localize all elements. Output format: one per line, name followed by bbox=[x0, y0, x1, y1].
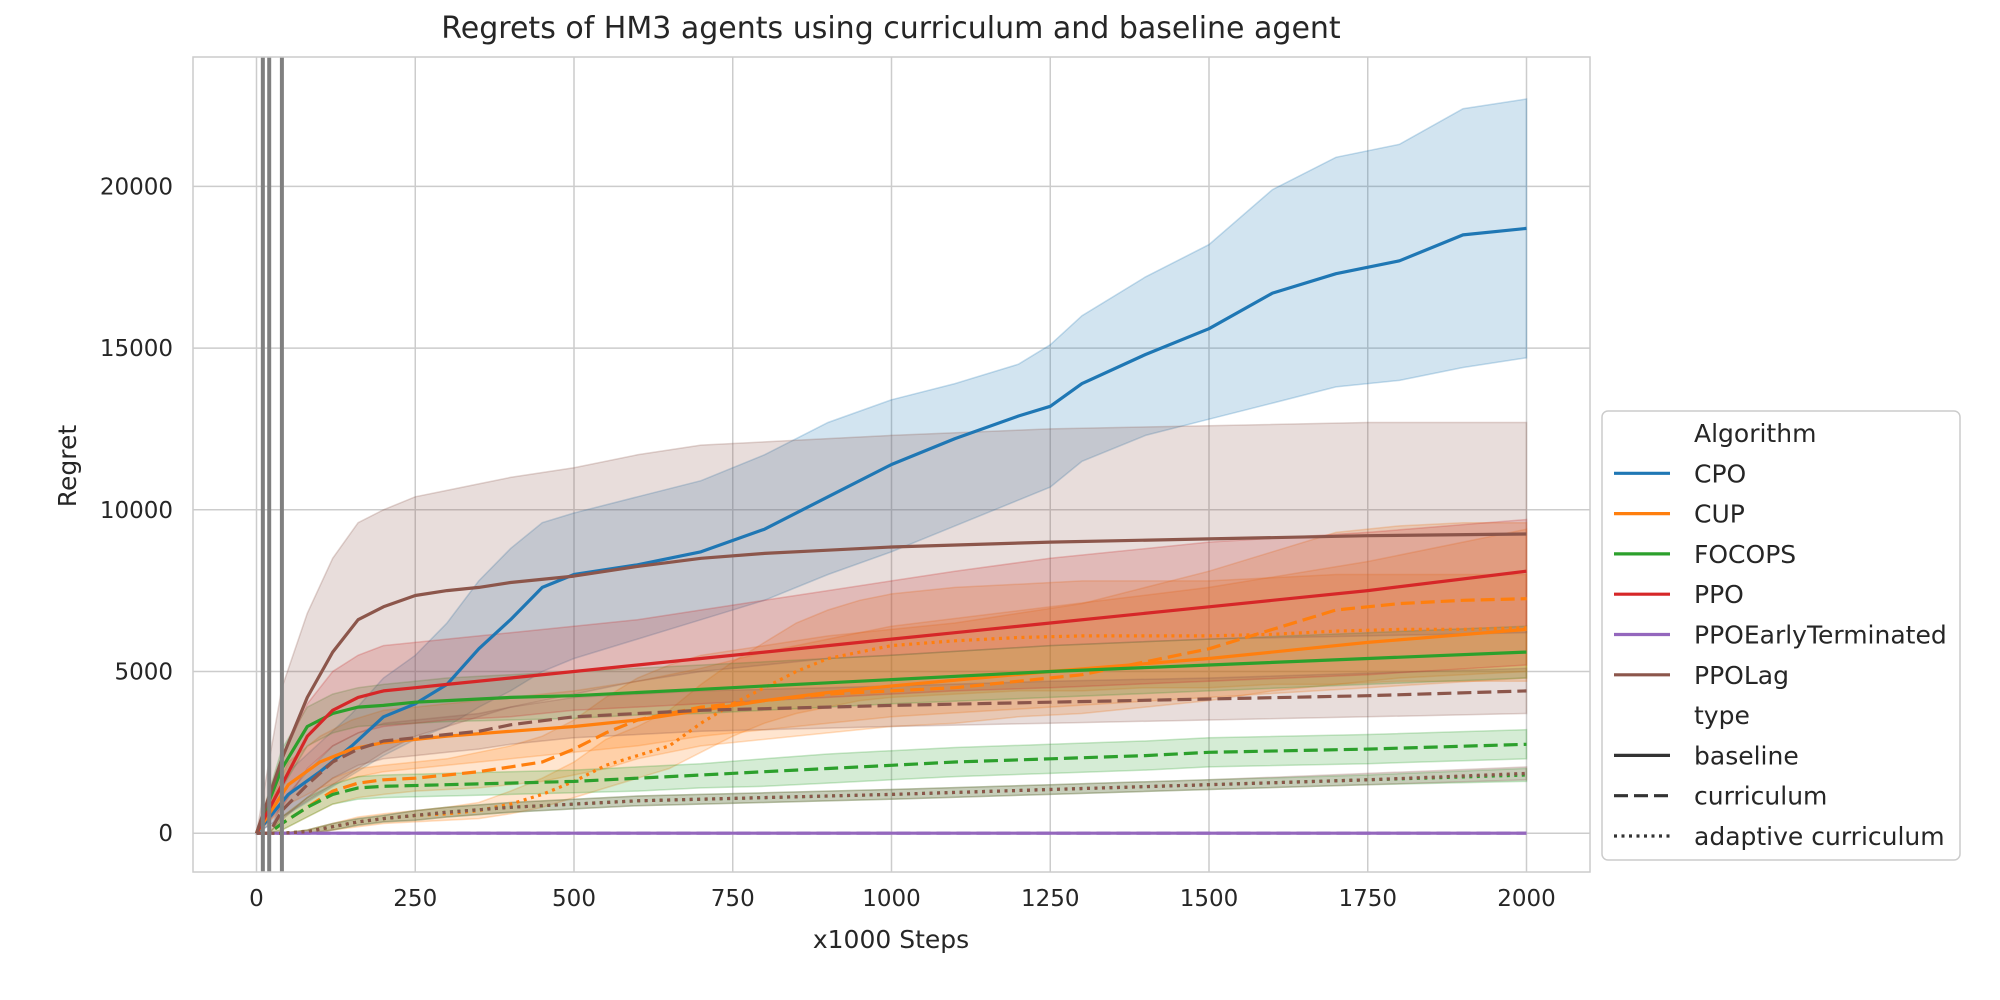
line-ppo-baseline bbox=[255, 569, 1527, 834]
legend-label: FOCOPS bbox=[1694, 540, 1796, 569]
x-tick-label: 2000 bbox=[1497, 886, 1556, 912]
plot-area-frame bbox=[192, 56, 1591, 873]
x-tick-label: 250 bbox=[393, 886, 437, 912]
vertical-markers bbox=[260, 57, 284, 872]
x-tick-label: 1000 bbox=[862, 886, 921, 912]
legend-group-title: Algorithm bbox=[1694, 419, 1816, 448]
y-tick-label: 5000 bbox=[114, 659, 173, 685]
legend-label: PPOLag bbox=[1694, 661, 1789, 690]
band-focops-curriculum bbox=[256, 728, 1528, 834]
legend-frame bbox=[1601, 410, 1961, 861]
band-cup-curriculum bbox=[256, 521, 1528, 834]
legend-items: Algorithm CPO CUP FOCOPS PPO PPOEarlyTerminat… bbox=[1614, 419, 1947, 851]
x-tick-label: 1750 bbox=[1338, 886, 1397, 912]
line-focops-baseline bbox=[255, 650, 1527, 834]
line-cup-curriculum bbox=[256, 597, 1527, 835]
legend-label: CUP bbox=[1694, 500, 1745, 529]
line-ppolag-adaptive-curriculum bbox=[256, 771, 1527, 835]
y-tick-label: 10000 bbox=[100, 498, 173, 524]
band-ppolag-baseline bbox=[255, 421, 1528, 835]
x-tick-label: 750 bbox=[711, 886, 755, 912]
legend-label: PPOEarlyTerminated bbox=[1694, 621, 1947, 650]
legend-label: PPO bbox=[1694, 580, 1744, 609]
line-focops-curriculum bbox=[256, 742, 1527, 835]
line-ppolag-baseline bbox=[254, 532, 1527, 834]
x-tick-label: 1500 bbox=[1180, 886, 1239, 912]
line-cpo-baseline bbox=[255, 226, 1527, 835]
band-ppo-baseline bbox=[255, 518, 1528, 834]
x-tick-label: 500 bbox=[552, 886, 596, 912]
y-axis-title: Regret bbox=[53, 425, 82, 508]
legend-label: curriculum bbox=[1694, 782, 1827, 811]
x-tick-label: 0 bbox=[249, 886, 264, 912]
series-lines bbox=[254, 226, 1527, 835]
x-tick-label: 1250 bbox=[1021, 886, 1080, 912]
x-axis-title: x1000 Steps bbox=[813, 925, 969, 954]
x-axis-ticks: 0 250 500 750 1000 1250 1500 1750 2000 bbox=[249, 886, 1556, 912]
chart-title: Regrets of HM3 agents using curriculum a… bbox=[441, 11, 1341, 46]
line-ppolag-curriculum bbox=[256, 689, 1527, 835]
legend-label: CPO bbox=[1694, 459, 1746, 488]
y-axis-ticks: 0 5000 10000 15000 20000 bbox=[100, 174, 173, 847]
legend-label: baseline bbox=[1694, 741, 1799, 770]
legend: Algorithm CPO CUP FOCOPS PPO PPOEarlyTerminat… bbox=[1601, 410, 1961, 861]
y-tick-label: 20000 bbox=[100, 174, 173, 200]
y-tick-label: 15000 bbox=[100, 336, 173, 362]
legend-label: adaptive curriculum bbox=[1694, 822, 1945, 851]
legend-group-title: type bbox=[1694, 701, 1750, 730]
gridlines bbox=[193, 57, 1590, 872]
y-tick-label: 0 bbox=[158, 821, 173, 847]
